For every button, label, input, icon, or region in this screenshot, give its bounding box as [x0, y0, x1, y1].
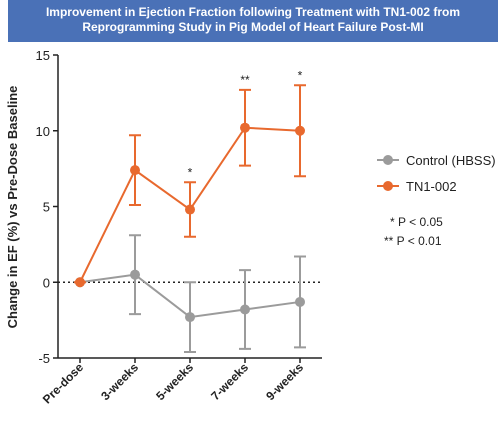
point [185, 204, 195, 215]
x-tick-label: 9-weeks [263, 360, 306, 403]
x-tick-label: 5-weeks [153, 360, 196, 403]
legend-marker [383, 181, 393, 191]
significance-label: ** [240, 73, 250, 87]
point [240, 122, 250, 133]
point [185, 312, 195, 323]
legend-label: Control (HBSS) [406, 153, 496, 168]
chart-title: Improvement in Ejection Fraction followi… [46, 5, 460, 34]
y-tick-label: 10 [36, 124, 50, 139]
legend-marker [383, 155, 393, 165]
title-banner [8, 0, 498, 42]
point [130, 269, 140, 280]
significance-label: * [188, 165, 193, 179]
x-tick-label: 3-weeks [98, 360, 141, 403]
x-tick-label: 7-weeks [208, 360, 251, 403]
point [295, 296, 305, 307]
point [240, 304, 250, 315]
note: ** P < 0.01 [384, 234, 442, 248]
y-tick-label: 15 [36, 48, 50, 63]
y-tick-label: -5 [38, 351, 50, 366]
point [75, 277, 85, 288]
y-axis-label: Change in EF (%) vs Pre-Dose Baseline [5, 86, 20, 329]
y-tick-label: 0 [43, 275, 50, 290]
point [295, 125, 305, 136]
y-tick-label: 5 [43, 200, 50, 215]
x-tick-label: Pre-dose [40, 360, 86, 406]
legend-label: TN1-002 [406, 179, 457, 194]
significance-label: * [298, 68, 303, 82]
note: * P < 0.05 [390, 215, 443, 229]
point [130, 165, 140, 176]
